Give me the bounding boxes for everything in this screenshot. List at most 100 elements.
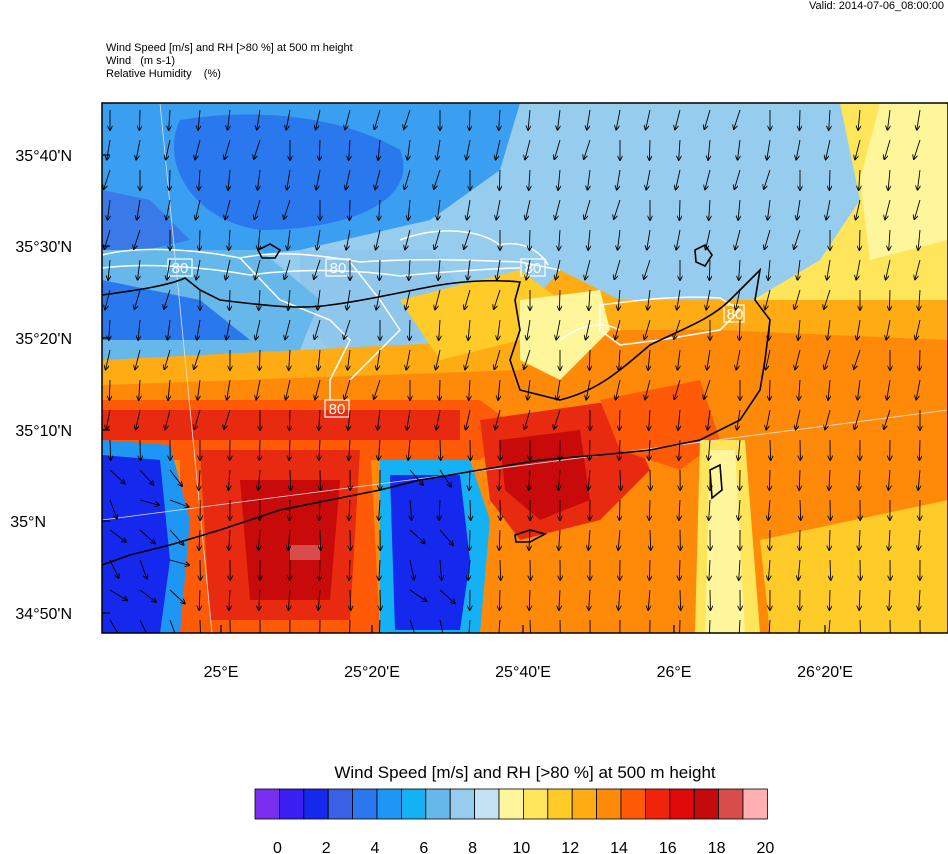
wind-arrow xyxy=(829,109,830,130)
wind-arrow xyxy=(319,559,320,580)
wind-arrow xyxy=(407,409,411,430)
lon-label: 25°E xyxy=(204,664,239,681)
wind-arrow xyxy=(169,589,185,604)
colorbar-tick-label: 18 xyxy=(708,840,726,854)
wind-arrow xyxy=(499,469,500,490)
wind-arrow xyxy=(587,109,591,130)
wind-arrow xyxy=(379,259,380,280)
wind-arrow xyxy=(919,349,920,370)
wind-arrow xyxy=(168,379,170,400)
wind-arrow xyxy=(859,529,860,550)
wind-arrow xyxy=(676,229,681,250)
wind-arrow xyxy=(554,139,561,159)
colorbar-swatch xyxy=(449,788,476,820)
wind-arrow xyxy=(734,169,741,189)
wind-arrow xyxy=(855,139,861,159)
wind-arrow xyxy=(798,559,800,580)
wind-arrow xyxy=(288,589,290,610)
wind-arrow xyxy=(258,229,260,250)
colorbar-swatch xyxy=(669,788,695,820)
wind-arrow xyxy=(889,589,890,610)
lat-label: 34°50'N xyxy=(15,606,72,623)
wind-arrow xyxy=(649,409,650,430)
wind-arrow xyxy=(588,229,590,250)
wind-arrow xyxy=(677,289,681,310)
wind-arrow xyxy=(914,139,921,159)
wind-arrow xyxy=(618,229,621,250)
wind-arrow xyxy=(766,409,771,430)
colorbar-swatch xyxy=(498,788,524,820)
wind-arrow xyxy=(135,349,141,369)
wind-arrow xyxy=(527,319,531,340)
wind-arrow xyxy=(796,139,801,160)
lat-label: 35°30'N xyxy=(15,239,72,256)
wind-arrow xyxy=(349,559,350,580)
wind-arrow xyxy=(918,229,920,250)
wind-arrow xyxy=(109,589,127,600)
wind-arrow xyxy=(769,469,770,490)
wind-arrow xyxy=(439,589,455,603)
wind-arrow xyxy=(736,349,741,370)
wind-arrow xyxy=(406,349,411,370)
wind-arrow xyxy=(828,379,830,400)
wind-arrow xyxy=(889,529,890,550)
wind-arrow xyxy=(169,109,170,130)
wind-arrow xyxy=(679,619,681,633)
wind-arrow xyxy=(769,379,770,400)
wind-arrow xyxy=(349,619,351,633)
wind-arrow xyxy=(524,409,531,429)
wind-arrow xyxy=(854,349,861,369)
wind-arrow xyxy=(556,259,561,280)
wind-arrow xyxy=(738,499,740,520)
wind-arrow xyxy=(618,589,620,610)
wind-arrow xyxy=(679,199,680,220)
wind-arrow xyxy=(618,529,620,550)
wind-arrow xyxy=(467,199,471,220)
wind-arrow xyxy=(529,619,531,633)
wind-arrow xyxy=(798,619,801,633)
wind-arrow xyxy=(499,169,500,190)
wind-arrow xyxy=(739,259,740,280)
colorbar-tick-label: 14 xyxy=(610,840,628,854)
wind-arrow xyxy=(648,589,650,610)
wind-arrow xyxy=(349,139,350,160)
wind-arrow xyxy=(769,319,770,340)
wind-arrow xyxy=(110,439,111,460)
wind-arrow xyxy=(674,319,681,339)
wind-arrow xyxy=(199,469,200,490)
colorbar-swatch xyxy=(742,788,768,820)
wind-arrow xyxy=(795,349,801,369)
wind-arrow xyxy=(404,109,411,129)
wind-arrow xyxy=(259,289,260,310)
wind-arrow xyxy=(468,259,471,280)
wind-arrow xyxy=(409,259,410,280)
wind-arrow xyxy=(828,619,831,633)
wind-arrow xyxy=(709,259,710,280)
wind-arrow xyxy=(289,409,290,430)
wind-arrow xyxy=(194,409,201,429)
wind-arrow xyxy=(768,619,771,633)
wind-arrow xyxy=(469,529,470,550)
wind-arrow xyxy=(164,349,171,369)
wind-arrow xyxy=(584,199,591,219)
wind-arrow xyxy=(255,259,261,279)
wind-arrow xyxy=(649,139,650,160)
wind-arrow xyxy=(529,229,530,250)
wind-arrow xyxy=(288,289,290,310)
wind-arrow xyxy=(585,259,591,279)
wind-arrow xyxy=(109,529,126,542)
wind-arrow xyxy=(888,169,890,190)
colorbar-swatch xyxy=(474,788,500,820)
wind-arrow xyxy=(764,169,771,189)
wind-arrow xyxy=(499,589,500,610)
wind-arrow xyxy=(286,109,291,130)
wind-arrow xyxy=(918,169,921,190)
wind-arrow xyxy=(588,169,591,190)
wind-arrow xyxy=(409,529,425,543)
colorbar-tick-label: 20 xyxy=(757,840,775,854)
wind-arrow xyxy=(196,199,201,220)
wind-arrow xyxy=(918,469,920,490)
header-line-3: Relative Humidity (%) xyxy=(106,68,221,80)
wind-arrow xyxy=(408,199,410,220)
wind-arrow xyxy=(346,229,351,250)
